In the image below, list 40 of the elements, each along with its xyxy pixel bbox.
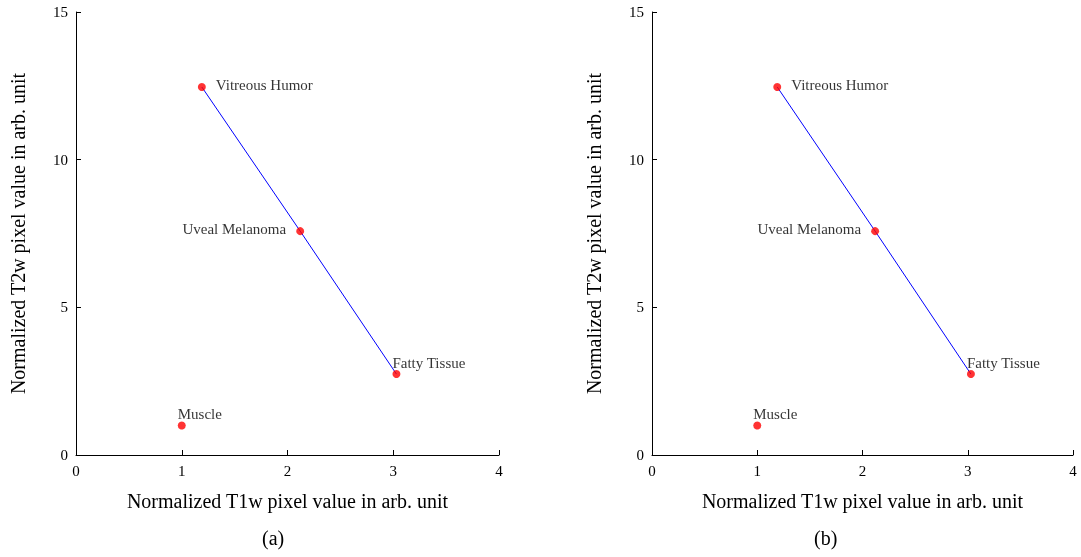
text: (a) [262,527,285,550]
point [871,227,880,236]
y-tick-label: 5 [60,299,68,316]
y-axis-title: Normalized T2w pixel value in arb. unit [583,72,606,395]
y-tick-label: 10 [53,151,68,168]
annotation: Uveal Melanoma [182,221,287,238]
annotation: Fatty Tissue [966,354,1041,371]
y-tick-label: 15 [53,4,68,20]
x-tick-label: 1 [753,462,761,479]
annotation: Uveal Melanoma [757,221,862,238]
x-tick-label: 3 [964,462,972,479]
y-tick-label: 0 [636,447,644,463]
point [773,83,782,92]
y-tick-label: 0 [60,447,68,463]
x-tick-label: 4 [1069,462,1078,479]
x-tick-label: 0 [72,462,80,479]
y-tick-label: 15 [629,4,644,20]
point [197,83,206,92]
x-tick-label: 4 [495,462,504,479]
annotation: Fatty Tissue [392,354,466,371]
y-tick-label: 5 [636,299,644,316]
point [966,370,975,379]
annotation: Vitreous Humor [791,77,889,94]
x-tick-label: 3 [389,462,397,479]
annotation: Muscle [753,405,798,422]
x-axis-title: Normalized T1w pixel value in arb. unit [701,490,1024,513]
point [296,227,305,236]
x-tick-label: 2 [283,462,292,479]
x-tick-label: 1 [178,462,186,479]
point [392,370,401,379]
annotation: Vitreous Humor [215,77,313,94]
point [753,421,762,430]
annotation: Muscle [177,405,223,422]
text: (b) [814,527,838,550]
y-axis-title: Normalized T2w pixel value in arb. unit [7,72,30,395]
x-axis-title: Normalized T1w pixel value in arb. unit [126,490,449,513]
y-tick-label: 10 [629,151,644,168]
x-tick-label: 2 [858,462,867,479]
point [177,421,186,430]
x-tick-label: 0 [648,462,656,479]
